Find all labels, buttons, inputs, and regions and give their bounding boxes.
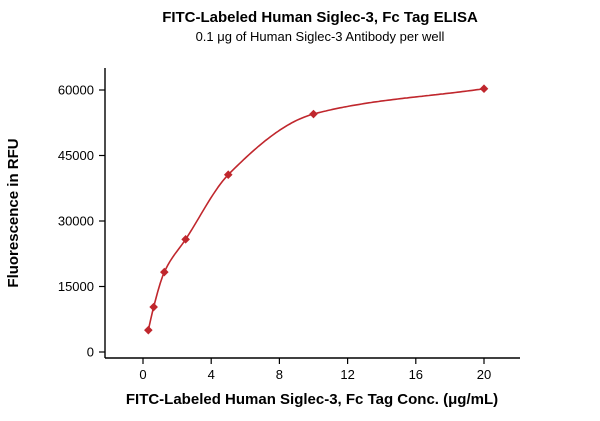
data-point-marker	[479, 84, 489, 93]
x-tick-label: 0	[139, 367, 146, 382]
data-point-marker	[144, 325, 153, 335]
y-tick-label: 0	[87, 345, 94, 360]
plot-area: 0 4 8 12 16 20 0 15000 30000 45000 60000	[58, 68, 520, 382]
data-point-marker	[181, 235, 190, 244]
y-tick-label: 15000	[58, 279, 94, 294]
y-tick-label: 60000	[58, 83, 94, 98]
data-point-marker	[309, 109, 318, 119]
chart-subtitle: 0.1 μg of Human Siglec-3 Antibody per we…	[196, 29, 445, 44]
chart-title: FITC-Labeled Human Siglec-3, Fc Tag ELIS…	[162, 9, 478, 26]
data-point-marker	[223, 170, 233, 180]
x-tick-label: 8	[276, 367, 283, 382]
x-tick-label: 20	[477, 367, 491, 382]
fit-curve	[147, 87, 485, 331]
y-tick-label: 30000	[58, 214, 94, 229]
y-tick-label: 45000	[58, 148, 94, 163]
x-axis-label: FITC-Labeled Human Siglec-3, Fc Tag Conc…	[126, 391, 498, 408]
x-tick-label: 4	[208, 367, 215, 382]
y-axis-label: Fluorescence in RFU	[5, 138, 22, 287]
x-tick-label: 12	[340, 367, 354, 382]
x-tick-label: 16	[409, 367, 423, 382]
data-point-marker	[149, 302, 158, 312]
data-point-marker	[160, 267, 169, 277]
